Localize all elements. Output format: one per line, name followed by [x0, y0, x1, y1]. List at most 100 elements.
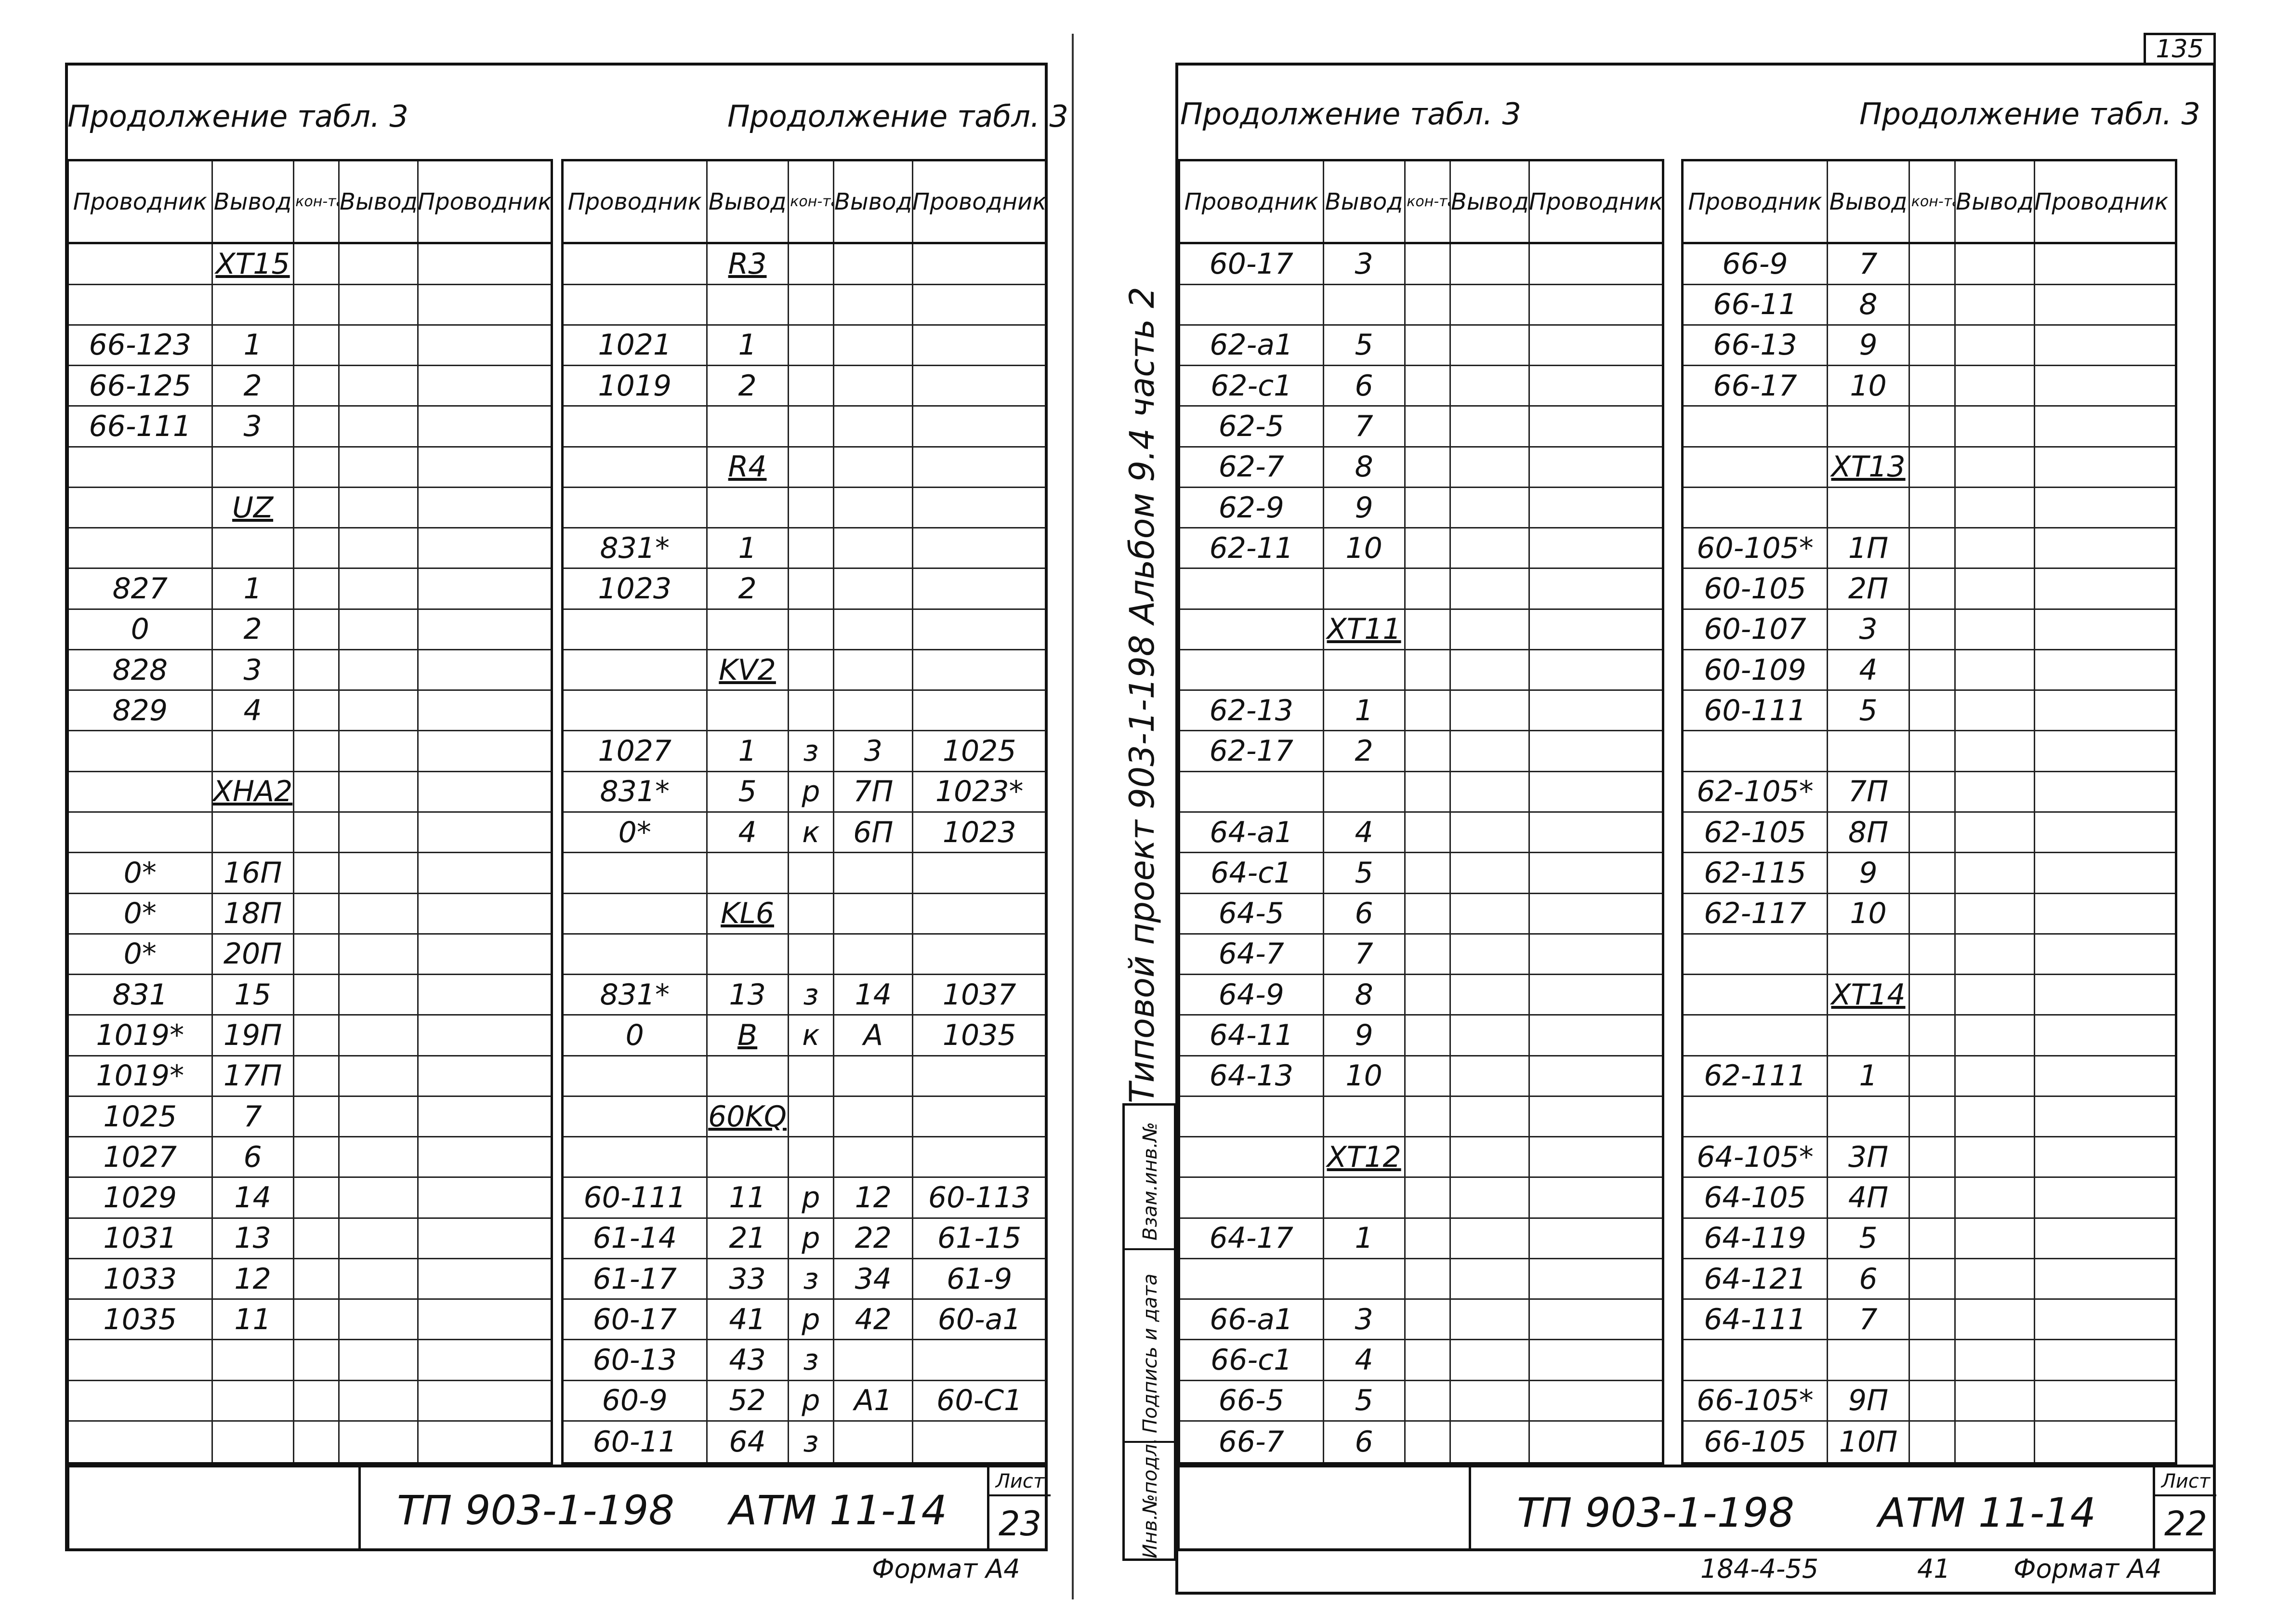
table-row: 62-111 1 [1684, 1056, 2175, 1097]
table-row: 1029 14 [69, 1178, 551, 1219]
table-row: ХТ11 [1180, 609, 1662, 650]
table-cell: 10 [1828, 366, 1910, 406]
table-row: KV2 [564, 650, 1045, 691]
right-heading-1: Продолжение табл. 3 [1180, 96, 1521, 132]
table-cell: 60-107 [1684, 609, 1828, 649]
table-cell [1828, 1096, 1910, 1136]
table-cell [1451, 528, 1530, 568]
table-cell: 17П [213, 1056, 294, 1096]
table-row [69, 1340, 551, 1381]
table-cell [2035, 853, 2168, 892]
table-cell: 66-13 [1684, 325, 1828, 365]
page-gutter-line [1072, 34, 1074, 1599]
left-table-b: ПроводникВыводВид кон-тактаВыводПроводни… [561, 159, 1048, 1465]
table-row: 1021 1 [564, 325, 1045, 367]
table-cell [913, 528, 1045, 568]
table-cell [913, 448, 1045, 487]
table-cell [564, 934, 708, 974]
binder-label-1: Инв.№подл. [1139, 1438, 1161, 1558]
table-cell [1910, 1178, 1956, 1217]
table-row [564, 1137, 1045, 1178]
header-cell: Вид кон-такта [1910, 161, 1956, 242]
table-row: KL6 [564, 894, 1045, 935]
table-cell: 62-105* [1684, 772, 1828, 812]
table-cell [294, 366, 340, 406]
left-title-block: ТП 903-1-198 АТМ 11-14 Лист 23 [66, 1465, 1051, 1551]
table-cell [789, 934, 835, 974]
table-cell [340, 325, 419, 365]
table-cell [789, 894, 835, 933]
table-cell [913, 1056, 1045, 1096]
table-cell [834, 407, 914, 446]
table-cell [1530, 1340, 1662, 1379]
table-cell [294, 285, 340, 324]
table-cell [1956, 325, 2035, 365]
table-row: 60-11 64 з [564, 1422, 1045, 1463]
table-cell [1910, 1137, 1956, 1177]
table-cell: 8 [1324, 447, 1406, 487]
table-cell: 7 [1828, 244, 1910, 284]
table-cell [1406, 528, 1451, 568]
table-cell [2035, 1137, 2168, 1176]
table-cell [1406, 1178, 1451, 1217]
table-row: 60-17 41 р 42 60-а1 [564, 1300, 1045, 1341]
table-header: ПроводникВыводВид кон-тактаВыводПроводни… [1180, 161, 1662, 245]
table-cell: 8П [1828, 813, 1910, 852]
table-cell [834, 691, 914, 730]
table-cell: 61-17 [564, 1259, 708, 1299]
table-cell [834, 325, 914, 365]
table-cell [1406, 1137, 1451, 1177]
table-cell [1451, 1218, 1530, 1258]
table-cell [419, 528, 551, 568]
table-cell [294, 447, 340, 487]
header-cell: Проводник [419, 188, 551, 215]
table-header: ПроводникВыводВид кон-тактаВыводПроводни… [1684, 161, 2175, 245]
table-cell: 831* [564, 975, 708, 1015]
table-row: 64-9 8 [1180, 975, 1662, 1016]
table-cell [1451, 1340, 1530, 1380]
table-cell: 6 [1324, 366, 1406, 406]
table-cell [913, 366, 1045, 405]
table-cell [913, 1137, 1045, 1176]
table-cell [1406, 975, 1451, 1015]
table-cell: 1 [708, 731, 789, 771]
table-row: 66-5 5 [1180, 1381, 1662, 1422]
right-sheet-frame [1175, 63, 2216, 1595]
table-cell [1828, 731, 1910, 771]
table-cell: 16П [213, 853, 294, 893]
table-cell [1530, 1300, 1662, 1339]
table-cell: 62-105 [1684, 813, 1828, 852]
table-cell [1910, 1340, 1956, 1380]
table-row: 61-17 33 з 34 61-9 [564, 1259, 1045, 1300]
table-cell [340, 934, 419, 974]
table-cell [564, 244, 708, 284]
table-cell: 1П [1828, 528, 1910, 568]
table-cell [1180, 1096, 1324, 1136]
table-cell: 15 [213, 975, 294, 1015]
table-cell: 60-11 [564, 1422, 708, 1463]
table-cell: 831 [69, 975, 213, 1015]
table-cell [1406, 1056, 1451, 1096]
table-cell [419, 772, 551, 811]
table-row: 62-105 8П [1684, 813, 2175, 854]
table-cell [1530, 1056, 1662, 1096]
table-row: 66-105 10П [1684, 1422, 2175, 1463]
table-cell [789, 285, 835, 324]
table-row: 60-13 43 з [564, 1340, 1045, 1381]
table-cell [1684, 407, 1828, 446]
table-cell [1828, 488, 1910, 528]
table-cell [1406, 407, 1451, 446]
table-row: 1031 13 [69, 1218, 551, 1259]
table-cell: 60-111 [1684, 691, 1828, 730]
table-cell: 9 [1828, 853, 1910, 893]
table-cell [708, 407, 789, 446]
table-cell [913, 691, 1045, 730]
table-cell: 6П [834, 813, 914, 852]
table-row: 66-105* 9П [1684, 1381, 2175, 1422]
table-cell [1406, 650, 1451, 690]
table-row: UZ [69, 488, 551, 529]
table-cell [1910, 569, 1956, 608]
table-cell [213, 528, 294, 568]
table-cell [294, 325, 340, 365]
table-cell [1530, 731, 1662, 770]
